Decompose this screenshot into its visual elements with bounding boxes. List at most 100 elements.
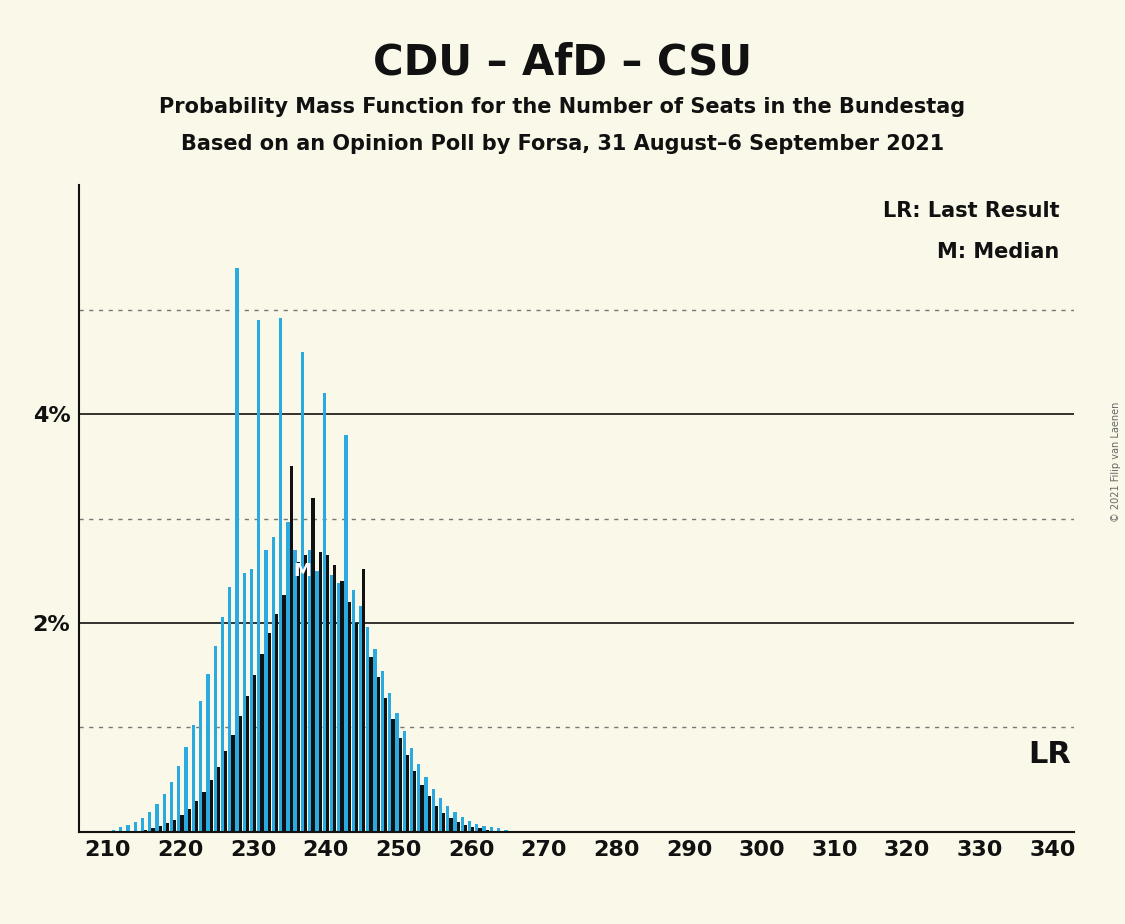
Bar [209,781,213,832]
Bar [315,571,318,832]
Bar [137,831,141,832]
Bar [155,805,159,832]
Bar [300,352,304,832]
Bar [374,649,377,832]
Bar [163,794,166,832]
Bar [166,823,169,832]
Bar [478,829,482,832]
Bar [380,671,384,832]
Bar [413,772,416,832]
Bar [268,633,271,832]
Bar [224,751,227,832]
Text: CDU – AfD – CSU: CDU – AfD – CSU [374,42,752,83]
Bar [312,498,315,832]
Bar [180,815,183,832]
Bar [341,581,343,832]
Bar [384,698,387,832]
Bar [289,467,292,832]
Bar [191,725,195,832]
Bar [388,693,391,832]
Text: LR: Last Result: LR: Last Result [883,201,1060,221]
Bar [504,830,507,832]
Bar [362,568,366,832]
Bar [447,806,449,832]
Bar [111,830,115,832]
Bar [398,737,402,832]
Bar [395,712,398,832]
Bar [258,321,260,832]
Bar [460,817,463,832]
Bar [105,831,108,832]
Bar [435,806,438,832]
Bar [220,616,224,832]
Bar [475,824,478,832]
Bar [286,522,289,832]
Bar [246,696,249,832]
Bar [417,764,421,832]
Bar [141,818,144,832]
Bar [326,555,330,832]
Bar [126,825,129,832]
Text: Based on an Opinion Poll by Forsa, 31 August–6 September 2021: Based on an Opinion Poll by Forsa, 31 Au… [181,134,944,154]
Text: M: Median: M: Median [937,242,1060,261]
Bar [377,677,380,832]
Bar [449,818,452,832]
Bar [238,716,242,832]
Bar [354,623,358,832]
Bar [457,822,460,832]
Bar [359,606,362,832]
Bar [493,831,496,832]
Bar [348,602,351,832]
Bar [170,782,173,832]
Bar [119,827,123,832]
Bar [432,789,435,832]
Bar [195,801,198,832]
Bar [199,701,202,832]
Bar [272,538,274,832]
Bar [274,614,278,832]
Text: LR: LR [1028,740,1071,769]
Bar [282,595,286,832]
Bar [144,830,147,832]
Bar [424,777,428,832]
Bar [428,796,431,832]
Text: © 2021 Filip van Laenen: © 2021 Filip van Laenen [1112,402,1120,522]
Bar [217,767,220,832]
Bar [250,568,253,832]
Bar [497,829,501,832]
Bar [453,812,457,832]
Bar [134,822,137,832]
Bar [260,654,263,832]
Bar [148,812,152,832]
Bar [344,435,348,832]
Bar [173,821,177,832]
Bar [406,756,410,832]
Bar [294,550,297,832]
Bar [338,583,341,832]
Bar [333,565,336,832]
Bar [159,826,162,832]
Bar [188,808,191,832]
Text: Probability Mass Function for the Number of Seats in the Bundestag: Probability Mass Function for the Number… [160,97,965,117]
Bar [439,798,442,832]
Bar [184,748,188,832]
Bar [410,748,413,832]
Bar [421,784,424,832]
Text: M: M [294,562,312,579]
Bar [202,792,206,832]
Bar [471,827,475,832]
Bar [489,827,493,832]
Bar [442,813,446,832]
Bar [206,675,209,832]
Bar [308,550,312,832]
Bar [512,831,515,832]
Bar [264,550,268,832]
Bar [97,831,100,832]
Bar [253,675,256,832]
Bar [279,319,282,832]
Bar [483,826,486,832]
Bar [464,825,467,832]
Bar [526,831,530,832]
Bar [468,821,471,832]
Bar [403,732,406,832]
